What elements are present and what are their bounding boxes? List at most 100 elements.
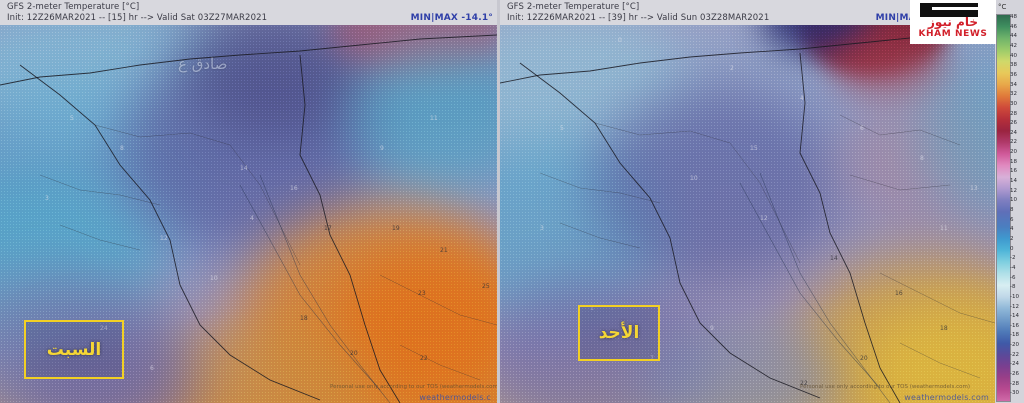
colorbar-tick: -14 [1010,313,1019,320]
contour-value: 4 [800,95,804,102]
colorbar-tick: 18 [1010,158,1017,165]
contour-value: 23 [418,290,426,297]
contour-value: 10 [210,275,218,282]
contour-value: 0 [618,37,622,44]
day-label-text: الأحد [598,323,640,343]
colorbar-tick: 14 [1010,178,1017,185]
colorbar-tick: -8 [1010,284,1016,291]
watermark-left: weathermodels.c [419,393,491,402]
colorbar-tick: 2 [1010,235,1014,242]
colorbar-tick: -22 [1010,351,1019,358]
map-borders-left [0,34,497,403]
colorbar-tick: -24 [1010,361,1019,368]
contour-value: 24 [100,325,108,332]
colorbar-tick: 48 [1010,14,1017,20]
logo-arabic-text: خام نيوز [928,15,978,29]
contour-value: 25 [482,283,490,290]
day-label-text: السبت [46,339,102,360]
map-overlay-text-left: صادق ع [178,55,228,73]
colorbar-tick: -10 [1010,293,1019,300]
watermark-right: weathermodels.com [904,393,989,402]
temperature-colorbar: °C 48 46 44 42 40 38 36 34 32 30 28 26 24 22 20 18 16 14 1… [995,0,1024,403]
temp-blob-teal-ne [350,45,497,195]
colorbar-tick: 46 [1010,23,1017,30]
contour-value: 17 [324,225,332,232]
contour-value: 21 [440,247,448,254]
contour-value: 8 [120,145,124,152]
colorbar-tick: 34 [1010,81,1017,88]
contour-value: 7 [650,355,654,362]
contour-value: 5 [560,125,564,132]
contour-value: 15 [750,145,758,152]
colorbar-tick: 36 [1010,71,1017,78]
colorbar-gradient [996,14,1011,402]
panel-init-line-right: Init: 12Z26MAR2021 -- [39] hr --> Valid … [507,13,770,23]
map-texture-overlay-right [500,25,995,403]
colorbar-tick: -2 [1010,255,1016,262]
colorbar-tick: 6 [1010,216,1014,223]
colorbar-tick: 28 [1010,110,1017,117]
panel-header-left: GFS 2-meter Temperature [°C] Init: 12Z26… [0,0,497,25]
colorbar-tick: 16 [1010,168,1017,175]
colorbar-tick: -4 [1010,264,1016,271]
colorbar-tick: 22 [1010,139,1017,146]
colorbar-tick: 4 [1010,226,1014,233]
colorbar-tick: -26 [1010,371,1019,378]
contour-value: 12 [760,215,768,222]
colorbar-tick: -16 [1010,322,1019,329]
temperature-map-right[interactable]: 0 2 4 6 8 10 12 14 16 18 20 22 5 3 1 7 9… [500,25,995,403]
colorbar-tick: 30 [1010,100,1017,107]
contour-value: 11 [940,225,948,232]
temperature-map-left[interactable]: صادق ع 17 19 21 23 25 14 16 8 5 3 12 10 … [0,25,497,403]
contour-value: 20 [860,355,868,362]
contour-value: 22 [420,355,428,362]
usage-notice-left: Personal use only according to our TOS (… [330,384,497,390]
colorbar-tick: 26 [1010,120,1017,127]
colorbar-tick: 44 [1010,33,1017,40]
colorbar-tick: 8 [1010,207,1014,213]
contour-value: 11 [430,115,438,122]
contour-value: 3 [45,195,49,202]
contour-value: 10 [690,175,698,182]
day-label-box-saturday: السبت [24,320,124,379]
contour-value: 12 [160,235,168,242]
contour-value: 14 [830,255,838,262]
contour-value: 14 [240,165,248,172]
contour-value: 8 [920,155,924,162]
colorbar-tick: 40 [1010,52,1017,59]
colorbar-tick: -12 [1010,303,1019,310]
panel-minmax-left: MIN|MAX -14.1° [410,13,493,23]
colorbar-tick: 12 [1010,187,1017,194]
contour-value: 6 [860,125,864,132]
panel-title-left: GFS 2-meter Temperature [°C] [7,2,140,12]
contour-value: 22 [800,380,808,387]
colorbar-tick: -20 [1010,342,1019,349]
contour-value: 9 [380,145,384,152]
map-borders-right [500,32,995,403]
colorbar-tick: 20 [1010,149,1017,156]
kham-news-logo: خام نيوز KHAM NEWS [910,0,996,44]
colorbar-tick-labels: 48 46 44 42 40 38 36 34 32 30 28 26 24 22 20 18 16 14 12 10… [1010,14,1024,400]
panel-title-right: GFS 2-meter Temperature [°C] [507,2,640,12]
contour-value: 4 [250,215,254,222]
logo-swoosh-icon [920,3,978,17]
colorbar-tick: 24 [1010,129,1017,136]
colorbar-tick: -6 [1010,274,1016,281]
contour-value: 6 [150,365,154,372]
panel-minmax-right: MIN|MAX [875,13,923,23]
colorbar-tick: -30 [1010,390,1019,397]
contour-value: 20 [350,350,358,357]
contour-value: 18 [300,315,308,322]
colorbar-title: °C [998,3,1007,11]
contour-value: 9 [710,325,714,332]
panel-init-line-left: Init: 12Z26MAR2021 -- [15] hr --> Valid … [7,13,268,23]
colorbar-tick: 38 [1010,62,1017,69]
usage-notice-right: Personal use only according to our TOS (… [800,384,970,390]
colorbar-tick: 0 [1010,245,1014,252]
forecast-panel-sunday: GFS 2-meter Temperature [°C] Init: 12Z26… [500,0,995,403]
contour-value: 1 [590,305,594,312]
colorbar-tick: -28 [1010,380,1019,387]
temp-blob-red-streak [830,35,950,95]
colorbar-tick: 32 [1010,91,1017,98]
